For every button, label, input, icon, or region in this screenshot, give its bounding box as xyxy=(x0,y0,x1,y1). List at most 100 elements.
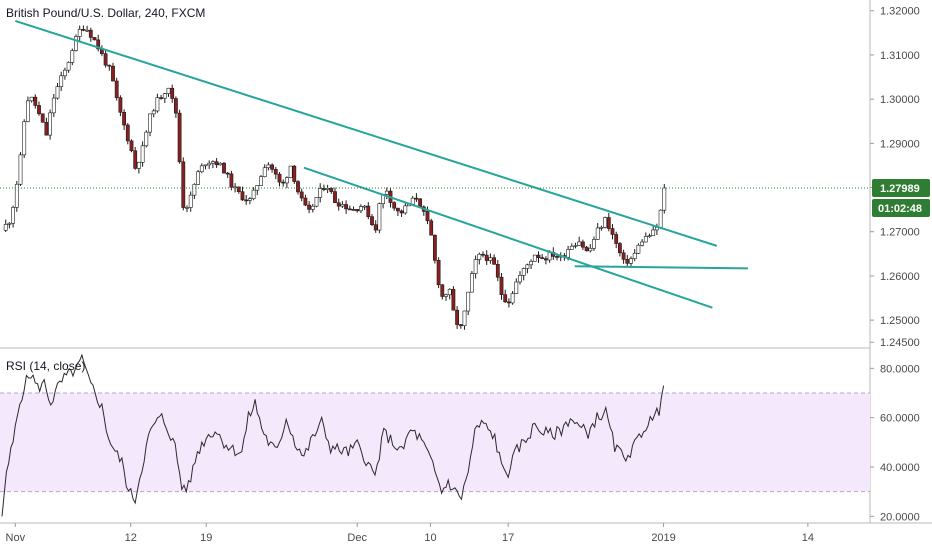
candle-body xyxy=(499,276,504,295)
candle-body xyxy=(177,112,182,163)
time-tick-label: 17 xyxy=(502,532,514,544)
candle-body xyxy=(273,169,278,175)
price-tick-label: 1.24500 xyxy=(880,337,920,349)
time-tick-label: 12 xyxy=(125,532,137,544)
candle-body xyxy=(640,241,645,246)
candle-body xyxy=(325,188,330,190)
trendline xyxy=(15,19,718,247)
candle-body xyxy=(251,189,256,199)
rsi-tick-label: 40.0000 xyxy=(880,462,920,474)
candle-body xyxy=(288,165,293,178)
candle-body xyxy=(211,161,215,164)
candle-body xyxy=(399,210,404,214)
candle-body xyxy=(7,222,12,225)
candle-body xyxy=(29,96,34,102)
candle-body xyxy=(92,37,97,41)
price-tick-label: 1.32000 xyxy=(880,6,920,18)
candle-body xyxy=(33,96,38,106)
candle-body xyxy=(74,36,78,51)
candle-body xyxy=(643,236,648,243)
candle-body xyxy=(495,263,500,278)
price-tick-label: 1.26000 xyxy=(880,271,920,283)
candle-body xyxy=(62,69,67,77)
candle-body xyxy=(588,247,593,252)
rsi-axis-ticks: 80.0000 60.0000 40.0000 20.0000 xyxy=(870,363,920,523)
candle-body xyxy=(299,191,304,199)
candle-body xyxy=(606,217,611,229)
candle-body xyxy=(510,293,515,304)
candle-body xyxy=(303,197,308,206)
candle-body xyxy=(281,181,286,184)
candle-body xyxy=(658,209,663,228)
candle-body xyxy=(547,252,552,261)
candle-body xyxy=(310,205,315,210)
candle-body xyxy=(584,246,589,252)
candle-body xyxy=(307,204,312,210)
candle-body xyxy=(170,87,175,99)
candle-body xyxy=(384,190,389,195)
candle-body xyxy=(466,291,471,312)
candle-body xyxy=(137,161,141,169)
candle-body xyxy=(148,113,152,133)
price-tick-label: 1.25000 xyxy=(880,315,920,327)
candle-body xyxy=(296,181,300,193)
candle-body xyxy=(418,198,423,208)
candle-body xyxy=(14,183,19,208)
candle-body xyxy=(518,275,522,283)
candle-body xyxy=(22,121,27,156)
rsi-band xyxy=(0,392,870,492)
time-tick-label: Nov xyxy=(6,532,26,544)
candle-body xyxy=(262,167,267,178)
candle-body xyxy=(662,187,667,211)
candle-body xyxy=(259,176,263,186)
candle-body xyxy=(225,172,230,175)
candle-body xyxy=(444,294,448,297)
candle-body xyxy=(277,173,282,183)
candle-body xyxy=(174,98,178,114)
candle-body xyxy=(114,80,119,98)
candle-body xyxy=(196,171,201,185)
candle-body xyxy=(492,257,497,265)
candle-body xyxy=(436,260,441,286)
time-tick-label: Dec xyxy=(347,532,367,544)
candle-body xyxy=(603,217,608,228)
countdown-tag: 01:02:48 xyxy=(872,199,930,218)
candle-body xyxy=(284,177,289,184)
candle-body xyxy=(458,324,463,327)
candle-body xyxy=(222,162,226,174)
candle-body xyxy=(536,254,541,258)
candle-body xyxy=(85,29,90,32)
candle-body xyxy=(333,191,337,203)
candle-body xyxy=(358,206,363,212)
candle-body xyxy=(181,161,186,208)
candle-body xyxy=(473,259,478,274)
candle-body xyxy=(614,234,619,244)
candle-body xyxy=(118,97,123,113)
candle-body xyxy=(107,64,112,67)
time-tick-label: 2019 xyxy=(651,532,675,544)
candle-body xyxy=(370,216,374,225)
candle-body xyxy=(377,203,382,231)
candle-body xyxy=(40,113,45,123)
candle-body xyxy=(151,110,156,115)
candle-body xyxy=(488,257,493,261)
candle-body xyxy=(469,273,474,293)
candle-body xyxy=(314,197,319,207)
candle-body xyxy=(266,164,271,169)
candle-body xyxy=(362,205,367,208)
candle-body xyxy=(37,105,41,115)
candle-body xyxy=(392,202,397,209)
candle-body xyxy=(410,197,415,205)
candle-body xyxy=(521,268,526,276)
candle-body xyxy=(440,284,445,297)
candle-body xyxy=(651,229,656,237)
rsi-line xyxy=(1,353,665,517)
candle-body xyxy=(347,208,352,211)
candle-body xyxy=(543,258,548,261)
candle-body xyxy=(617,243,622,254)
trendlines xyxy=(15,19,748,309)
candle-body xyxy=(159,97,164,99)
candle-body xyxy=(203,164,208,167)
candle-body xyxy=(248,198,252,201)
candle-body xyxy=(555,256,559,258)
